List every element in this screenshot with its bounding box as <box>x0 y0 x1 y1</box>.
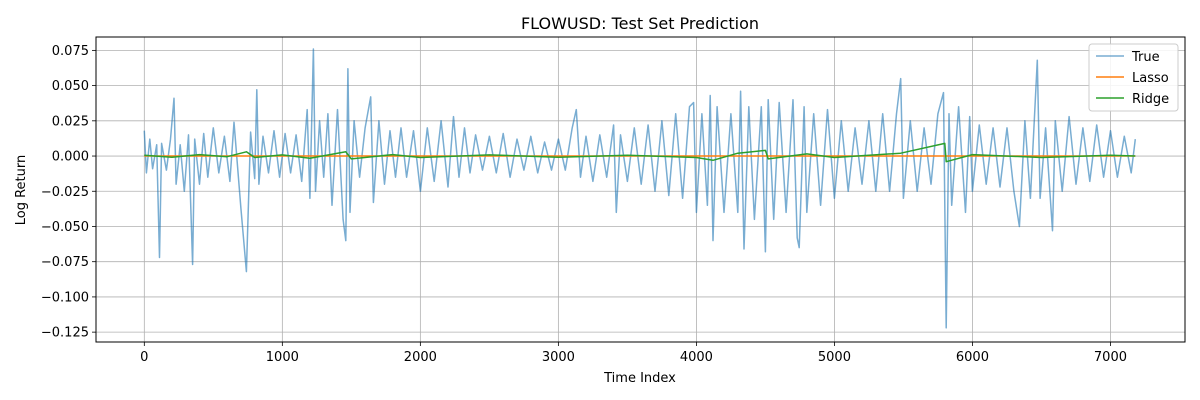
y-tick-label: 0.075 <box>52 44 89 59</box>
legend: True Lasso Ridge <box>1088 43 1179 112</box>
x-tick-label: 5000 <box>818 350 851 365</box>
legend-label: Lasso <box>1132 71 1169 86</box>
x-tick-label: 4000 <box>680 350 713 365</box>
y-tick-label: 0.050 <box>52 79 89 94</box>
x-tick-label: 3000 <box>542 350 575 365</box>
x-axis-label: Time Index <box>603 371 676 386</box>
y-tick-label: 0.000 <box>52 150 89 165</box>
legend-box <box>1088 43 1179 112</box>
y-tick-label: −0.025 <box>41 185 89 200</box>
x-tick-label: 2000 <box>404 350 437 365</box>
x-tick-label: 1000 <box>266 350 299 365</box>
y-tick-label: 0.025 <box>52 114 89 129</box>
y-axis-label: Log Return <box>14 155 29 226</box>
series-line-ridge <box>144 142 1136 163</box>
y-tick-label: −0.050 <box>41 220 89 235</box>
y-tick-label: −0.100 <box>41 290 89 305</box>
series-line-true <box>143 48 1137 329</box>
y-tick-label: −0.075 <box>41 255 89 270</box>
legend-label: True <box>1131 50 1160 65</box>
x-tick-label: 6000 <box>956 350 989 365</box>
plot-frame <box>95 36 1186 343</box>
legend-label: Ridge <box>1132 92 1169 107</box>
plot-area <box>143 48 1137 329</box>
x-tick-label: 0 <box>140 350 148 365</box>
x-tick-label: 7000 <box>1094 350 1127 365</box>
chart-title: FLOWUSD: Test Set Prediction <box>521 14 759 33</box>
y-axis: 0.075 0.050 0.025 0.000 −0.025 −0.050 −0.075 −0… <box>41 44 96 341</box>
y-tick-label: −0.125 <box>41 326 89 341</box>
x-axis: 0 1000 2000 3000 4000 5000 6000 7000 <box>140 342 1127 365</box>
